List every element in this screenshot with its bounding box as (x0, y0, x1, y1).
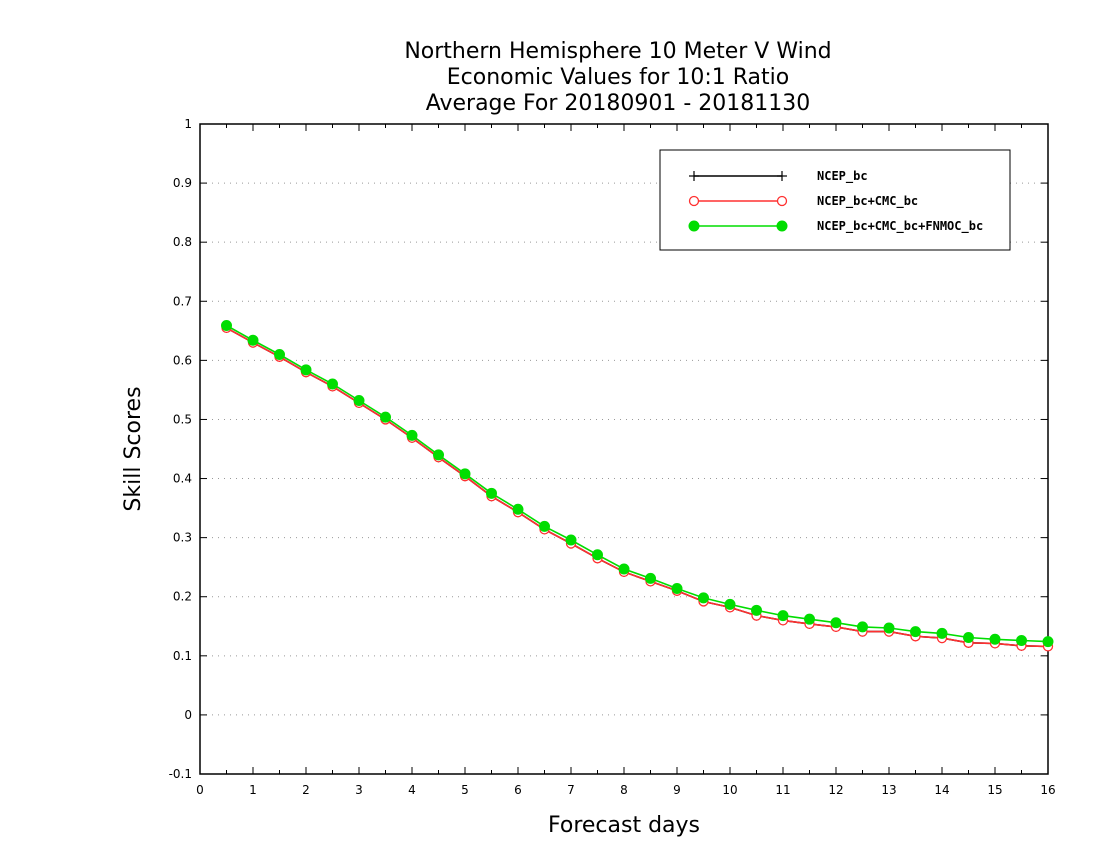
data-point (724, 598, 736, 610)
x-tick-label: 4 (408, 783, 416, 797)
legend-item: NCEP_bc+CMC_bc+FNMOC_bc (688, 219, 983, 234)
x-tick-label: 5 (461, 783, 469, 797)
data-point (883, 622, 895, 634)
data-point (406, 429, 418, 441)
chart-title: Northern Hemisphere 10 Meter V WindEcono… (404, 39, 831, 116)
data-point (274, 348, 285, 360)
series (221, 320, 1054, 652)
data-point (512, 503, 524, 515)
legend-marker (776, 195, 788, 207)
data-point (989, 633, 1001, 645)
x-tick-label: 16 (1040, 783, 1055, 797)
series-line (226, 327, 1049, 648)
x-tick-label: 2 (302, 783, 310, 797)
data-point (565, 534, 577, 546)
data-point (645, 572, 656, 584)
data-point (327, 378, 338, 390)
data-point (698, 592, 709, 604)
legend-marker (777, 171, 787, 181)
data-point (857, 621, 868, 633)
data-point (247, 334, 259, 346)
x-tick-label: 10 (722, 783, 737, 797)
data-point (936, 627, 948, 639)
x-tick-label: 15 (987, 783, 1002, 797)
y-axis-title: Skill Scores (121, 386, 146, 511)
data-point (486, 487, 497, 499)
legend-marker (688, 220, 700, 232)
legend-marker (688, 195, 700, 207)
chart-title-line: Economic Values for 10:1 Ratio (447, 65, 789, 90)
legend-label: NCEP_bc (817, 169, 868, 184)
y-tick-label: 0.6 (173, 353, 192, 367)
x-tick-label: 6 (514, 783, 522, 797)
y-tick-label: 1 (184, 117, 192, 131)
legend-item: NCEP_bc (689, 169, 868, 184)
data-point (1016, 634, 1027, 646)
y-tick-label: 0.8 (173, 235, 192, 249)
grid (200, 182, 1048, 716)
data-point (671, 582, 683, 594)
data-point (830, 617, 842, 629)
x-tick-label: 14 (934, 783, 949, 797)
legend-label: NCEP_bc+CMC_bc+FNMOC_bc (817, 219, 983, 234)
x-tick-label: 9 (673, 783, 681, 797)
series-line (226, 324, 1049, 643)
x-tick-label: 13 (881, 783, 896, 797)
data-point (618, 563, 630, 575)
data-point (300, 364, 312, 376)
data-point (433, 449, 444, 461)
legend-box (659, 149, 1011, 251)
series-NCEP_bc (221, 322, 1053, 652)
y-tick-label: 0.7 (173, 294, 192, 308)
x-tick-label: 12 (828, 783, 843, 797)
x-axis-title: Forecast days (548, 813, 700, 838)
y-tick-label: 0.1 (173, 649, 192, 663)
data-point (910, 626, 921, 638)
legend: NCEP_bc NCEP_bc+CMC_bc NCEP_bc+CMC_bc+FNMO… (659, 149, 1011, 251)
x-tick-label: 1 (249, 783, 257, 797)
legend-marker (776, 220, 788, 232)
data-point (539, 520, 550, 532)
y-tick-label: 0 (184, 708, 192, 722)
x-tick-label: 0 (196, 783, 204, 797)
data-point (459, 468, 471, 480)
y-tick-label: 0.4 (173, 472, 192, 486)
y-axis: -0.1 0 0.1 0.2 0.3 0.4 0.5 0.6 0.7 0.8 0.9 1 (169, 117, 1048, 781)
x-tick-label: 3 (355, 783, 363, 797)
data-point (777, 610, 789, 622)
data-point (1042, 636, 1054, 648)
y-tick-label: 0.5 (173, 412, 192, 426)
x-axis: 0 1 2 3 4 5 6 7 8 9 10 11 12 13 14 15 16 (196, 124, 1056, 797)
legend-label: NCEP_bc+CMC_bc (817, 194, 918, 209)
chart-title-line: Northern Hemisphere 10 Meter V Wind (404, 39, 831, 64)
legend-marker (689, 171, 699, 181)
y-tick-label: 0.2 (173, 590, 192, 604)
data-point (804, 613, 815, 625)
series-line (226, 327, 1049, 648)
series-NCEP_bc+CMC_bc+FNMOC_bc (221, 320, 1054, 648)
y-tick-label: 0.9 (173, 176, 192, 190)
x-tick-label: 8 (620, 783, 628, 797)
y-tick-label: 0.3 (173, 531, 192, 545)
legend-item: NCEP_bc+CMC_bc (688, 194, 918, 209)
data-point (353, 395, 365, 407)
data-point (751, 604, 762, 616)
y-tick-label: -0.1 (169, 767, 192, 781)
series-NCEP_bc+CMC_bc (221, 322, 1054, 652)
x-tick-label: 7 (567, 783, 575, 797)
data-point (221, 320, 232, 331)
chart-title-line: Average For 20180901 - 20181130 (426, 91, 811, 116)
data-point (592, 549, 603, 561)
data-point (380, 411, 391, 423)
data-point (963, 632, 974, 643)
x-tick-label: 11 (775, 783, 790, 797)
